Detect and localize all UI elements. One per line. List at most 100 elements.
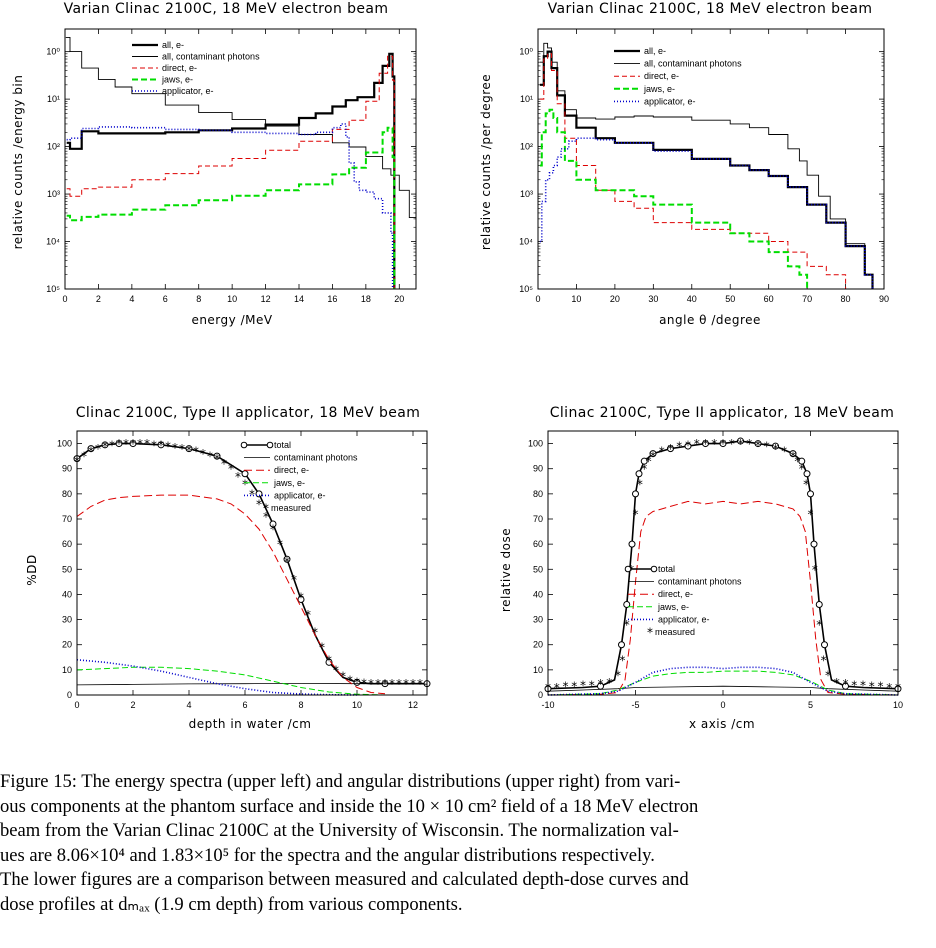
y-tick-label: 10¹ [47,94,60,104]
y-tick-label: 90 [533,464,543,474]
measured-point: * [263,510,269,524]
measured-point: * [361,676,367,690]
series-point [798,457,806,465]
y-tick-label: 60 [62,539,72,549]
measured-point: * [116,437,122,451]
y-tick-label: 0 [538,690,543,700]
y-tick-label: 10⁴ [46,237,60,247]
legend-label: all, contaminant photons [644,59,742,69]
measured-point: * [172,441,178,455]
legend-label: all, e- [644,46,666,56]
chart-energy-spectra-svg: Varian Clinac 2100C, 18 MeV electron bea… [11,1,417,327]
series-line [547,685,899,692]
y-tick-label: 70 [533,514,543,524]
measured-point: * [368,677,374,691]
measured-point: * [95,442,101,456]
measured-point: * [123,437,129,451]
measured-point: * [615,668,621,682]
series-line [76,666,386,696]
measured-point: * [165,440,171,454]
chart-energy-spectra: Varian Clinac 2100C, 18 MeV electron bea… [0,0,468,330]
legend-label: all, contaminant photons [162,52,260,62]
series-line [76,494,386,695]
measured-point: * [843,677,849,691]
legend-marker [240,441,248,449]
series-line [547,500,899,696]
measured-point: * [284,555,290,569]
y-tick-label: 30 [533,615,543,625]
measured-point: * [382,677,388,691]
measured-point: * [851,678,857,692]
chart-title: Clinac 2100C, Type II applicator, 18 MeV… [76,405,421,421]
x-axis-label: x axis /cm [689,717,755,731]
measured-point: * [179,442,185,456]
series-point [255,490,263,498]
x-tick-label: 90 [879,294,889,304]
measured-point: * [375,677,381,691]
y-tick-label: 10⁴ [519,237,533,247]
x-tick-label: 10 [352,700,362,710]
y-tick-label: 10⁰ [519,47,533,57]
measured-point: * [589,678,595,692]
y-tick-label: 60 [533,539,543,549]
measured-point: * [650,450,656,464]
series-line [66,55,395,289]
chart-dose-profile: Clinac 2100C, Type II applicator, 18 MeV… [468,400,936,735]
measured-point: * [256,497,262,511]
legend-marker [266,441,274,449]
y-tick-label: 10⁵ [46,284,60,294]
measured-point: * [102,440,108,454]
measured-point: * [580,678,586,692]
measured-point: * [228,462,234,476]
chart-title: Varian Clinac 2100C, 18 MeV electron bea… [548,1,873,17]
y-tick-label: 10⁰ [46,47,60,57]
series-point [157,441,165,449]
legend-label: total [658,564,675,574]
measured-point: * [794,455,800,469]
measured-point: * [738,437,744,451]
chart-angular-distributions: Varian Clinac 2100C, 18 MeV electron bea… [468,0,936,330]
measured-point: * [878,680,884,694]
y-tick-label: 0 [67,690,72,700]
x-tick-label: -10 [541,700,554,710]
series-point [807,490,814,498]
measured-point: * [403,677,409,691]
series-line [539,137,874,289]
legend-label: direct, e- [644,71,679,81]
x-tick-label: 12 [261,294,271,304]
series-line [76,659,358,696]
legend-label: direct, e- [658,589,693,599]
plot-frame [547,430,899,696]
x-tick-label: 20 [610,294,620,304]
measured-point: * [326,653,332,667]
y-tick-label: 20 [62,640,72,650]
series-point [821,641,828,649]
y-tick-label: 40 [533,589,543,599]
series-point [702,440,709,448]
x-tick-label: 20 [394,294,404,304]
measured-point: * [249,487,255,501]
series-point [297,595,305,603]
series-line [65,36,417,242]
measured-point: * [808,507,814,521]
measured-point: * [668,442,674,456]
measured-point: * [158,438,164,452]
legend-label: direct, e- [162,63,197,73]
caption-line: ues are 8.06×10⁴ and 1.83×10⁵ for the sp… [0,844,655,866]
measured-point: * [711,437,717,451]
series-point [87,445,95,453]
x-tick-label: 0 [62,294,67,304]
x-tick-label: 18 [361,294,371,304]
plot-frame [64,28,417,290]
series-point [269,520,277,528]
x-tick-label: 2 [96,294,101,304]
series-point [667,445,674,453]
series-line [539,42,873,289]
measured-point: * [869,680,875,694]
series-line [547,670,899,696]
plot-frame [76,430,428,696]
legend-label: contaminant photons [658,577,742,587]
series-point [628,540,636,548]
series-point [635,470,643,478]
legend-label: applicator, e- [644,96,696,106]
